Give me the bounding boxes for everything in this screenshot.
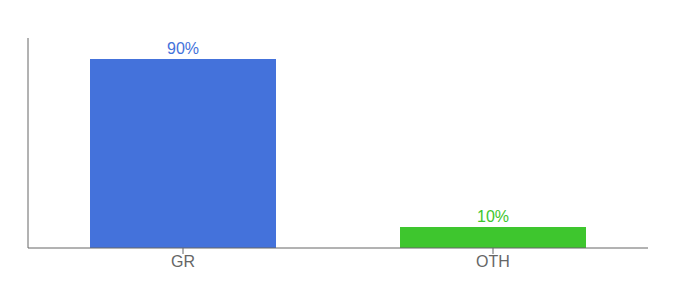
svg-text:OTH: OTH (476, 253, 510, 270)
svg-text:10%: 10% (477, 208, 509, 225)
svg-text:GR: GR (171, 253, 195, 270)
svg-text:90%: 90% (167, 40, 199, 57)
